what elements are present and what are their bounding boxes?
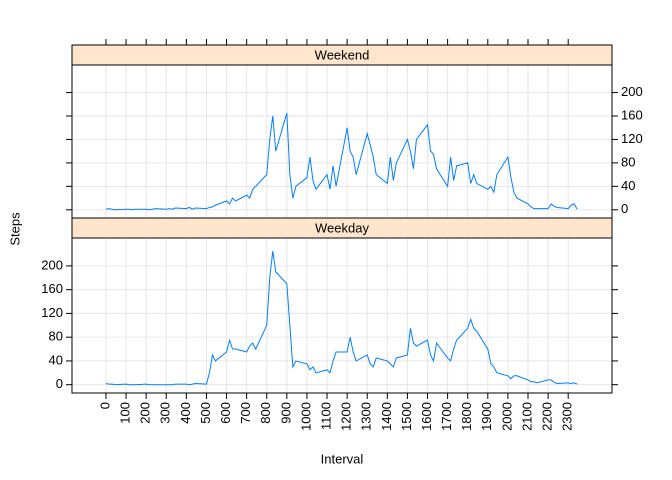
y-tick-label: 40 [49,352,63,367]
x-tick-label: 1300 [359,402,374,431]
y-tick-label: 160 [621,107,643,122]
panel-border [71,64,613,219]
y-tick-label: 80 [621,154,635,169]
y-axis-label: Steps [7,212,22,246]
x-tick-label: 1700 [439,402,454,431]
x-tick-label: 500 [198,402,213,424]
x-tick-label: 0 [97,402,112,409]
x-tick-label: 200 [138,402,153,424]
data-line [105,112,578,211]
y-tick-label: 160 [41,281,63,296]
y-tick-label: 200 [621,84,643,99]
x-tick-label: 100 [117,402,132,424]
data-line [105,250,578,386]
x-tick-label: 2300 [560,402,575,431]
x-tick-label: 1500 [399,402,414,431]
x-tick-label: 1600 [419,402,434,431]
y-tick-label: 120 [41,305,63,320]
x-tick-label: 1000 [298,402,313,431]
x-tick-label: 900 [278,402,293,424]
panel-border [71,237,613,394]
y-tick-label: 0 [56,376,63,391]
x-tick-label: 1200 [339,402,354,431]
strip-label: Weekend [315,47,370,62]
strip-label: Weekday [315,220,369,235]
y-tick-label: 0 [621,201,628,216]
x-tick-label: 400 [178,402,193,424]
x-tick-label: 1800 [459,402,474,431]
x-tick-label: 800 [258,402,273,424]
x-tick-label: 1400 [379,402,394,431]
y-tick-label: 80 [49,329,63,344]
x-tick-label: 1100 [318,402,333,430]
y-tick-label: 200 [41,257,63,272]
y-tick-label: 40 [621,178,635,193]
x-tick-label: 600 [218,402,233,424]
x-tick-label: 1900 [479,402,494,431]
x-tick-label: 2200 [540,402,555,431]
x-tick-label: 300 [158,402,173,424]
y-tick-label: 120 [621,131,643,146]
x-tick-label: 700 [238,402,253,424]
x-tick-label: 2000 [499,402,514,431]
x-axis-label: Interval [321,451,364,466]
x-tick-label: 2100 [519,402,534,431]
